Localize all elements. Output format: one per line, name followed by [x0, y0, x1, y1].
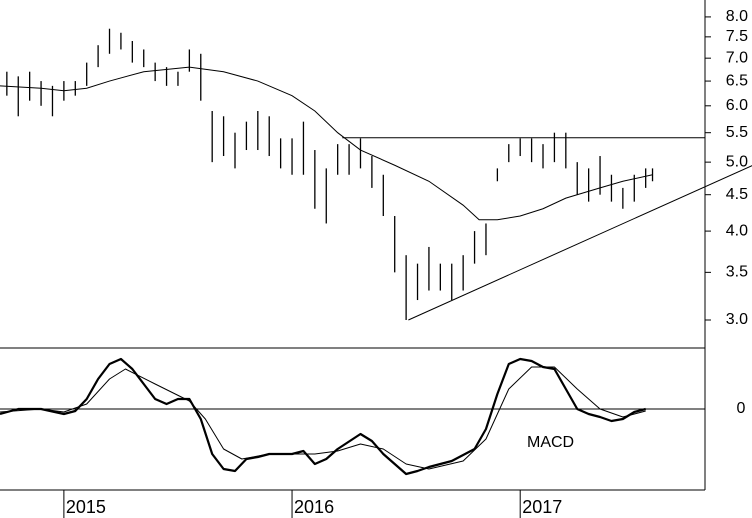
y-tick-label: 8.0 — [726, 8, 748, 25]
macd-line — [0, 366, 646, 470]
y-tick-label: 4.0 — [726, 222, 748, 239]
y-tick-label: 3.5 — [726, 264, 748, 281]
x-tick-label: 2017 — [522, 497, 562, 517]
y-tick-label: 6.0 — [726, 97, 748, 114]
y-tick-label: 4.5 — [726, 186, 748, 203]
y-tick-label: 7.5 — [726, 28, 748, 45]
y-tick-label: 6.5 — [726, 72, 748, 89]
y-tick-label: 3.0 — [726, 311, 748, 328]
y-tick-label: 0 — [737, 400, 746, 417]
macd-line — [0, 357, 646, 476]
x-tick-label: 2015 — [66, 497, 106, 517]
x-tick-label: 2016 — [294, 497, 334, 517]
trend-line — [408, 165, 752, 321]
moving-average — [0, 66, 653, 221]
y-tick-label: 5.0 — [726, 153, 748, 170]
annotation: MACD — [527, 434, 574, 451]
y-tick-label: 5.5 — [726, 124, 748, 141]
y-tick-label: 7.0 — [726, 49, 748, 66]
